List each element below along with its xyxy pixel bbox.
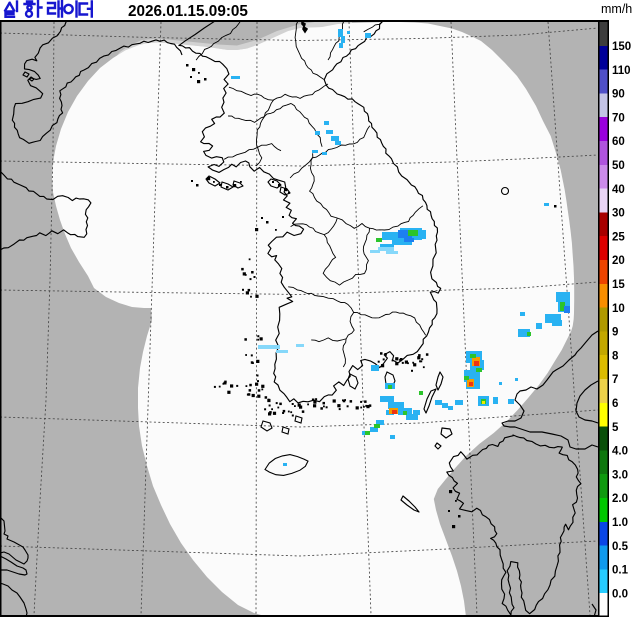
svg-text:0.1: 0.1: [612, 565, 629, 577]
svg-text:7: 7: [612, 374, 618, 386]
svg-text:60: 60: [612, 136, 625, 148]
svg-text:6: 6: [612, 398, 618, 410]
svg-text:15: 15: [612, 279, 625, 291]
svg-text:150: 150: [612, 41, 631, 53]
svg-text:25: 25: [612, 231, 625, 243]
svg-text:50: 50: [612, 160, 625, 172]
svg-text:3.0: 3.0: [612, 469, 628, 481]
svg-text:20: 20: [612, 255, 625, 267]
svg-text:0.5: 0.5: [612, 541, 629, 553]
svg-text:5: 5: [612, 422, 619, 434]
svg-text:2026.01.15.09:05: 2026.01.15.09:05: [128, 3, 248, 20]
svg-text:40: 40: [612, 184, 625, 196]
svg-text:10: 10: [612, 303, 625, 315]
svg-text:30: 30: [612, 208, 625, 220]
svg-text:90: 90: [612, 89, 625, 101]
svg-text:4.0: 4.0: [612, 446, 628, 458]
svg-text:2.0: 2.0: [612, 493, 628, 505]
svg-text:0.0: 0.0: [612, 588, 628, 600]
svg-text:110: 110: [612, 65, 631, 77]
svg-text:8: 8: [612, 350, 619, 362]
svg-text:1.0: 1.0: [612, 517, 628, 529]
svg-text:mm/h: mm/h: [601, 2, 632, 16]
svg-text:9: 9: [612, 327, 618, 339]
svg-text:70: 70: [612, 112, 625, 124]
